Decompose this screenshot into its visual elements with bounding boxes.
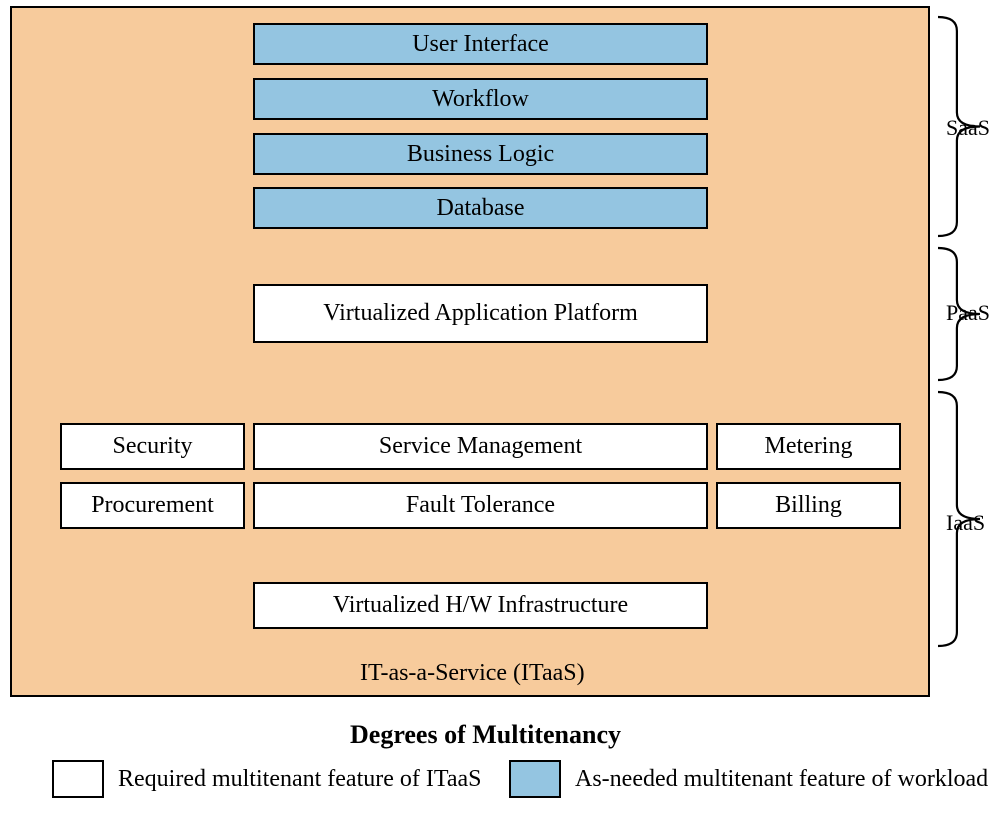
- box-vap: Virtualized Application Platform: [253, 284, 708, 343]
- box-biz: Business Logic: [253, 133, 708, 175]
- box-workflow: Workflow: [253, 78, 708, 120]
- legend-title: Degrees of Multitenancy: [350, 720, 621, 750]
- bracket-label-saas: SaaS: [946, 115, 990, 141]
- box-metering: Metering: [716, 423, 901, 470]
- box-fault: Fault Tolerance: [253, 482, 708, 529]
- box-vhw: Virtualized H/W Infrastructure: [253, 582, 708, 629]
- legend-text-0: Required multitenant feature of ITaaS: [118, 766, 482, 793]
- bracket-label-paas: PaaS: [946, 300, 990, 326]
- box-procurement: Procurement: [60, 482, 245, 529]
- box-db: Database: [253, 187, 708, 229]
- container-caption: IT-as-a-Service (ITaaS): [360, 660, 585, 687]
- legend-swatch-0: [52, 760, 104, 798]
- legend-text-1: As-needed multitenant feature of workloa…: [575, 766, 988, 793]
- box-ui: User Interface: [253, 23, 708, 65]
- legend-swatch-1: [509, 760, 561, 798]
- box-billing: Billing: [716, 482, 901, 529]
- bracket-label-iaas: IaaS: [946, 510, 985, 536]
- box-security: Security: [60, 423, 245, 470]
- box-svcmgmt: Service Management: [253, 423, 708, 470]
